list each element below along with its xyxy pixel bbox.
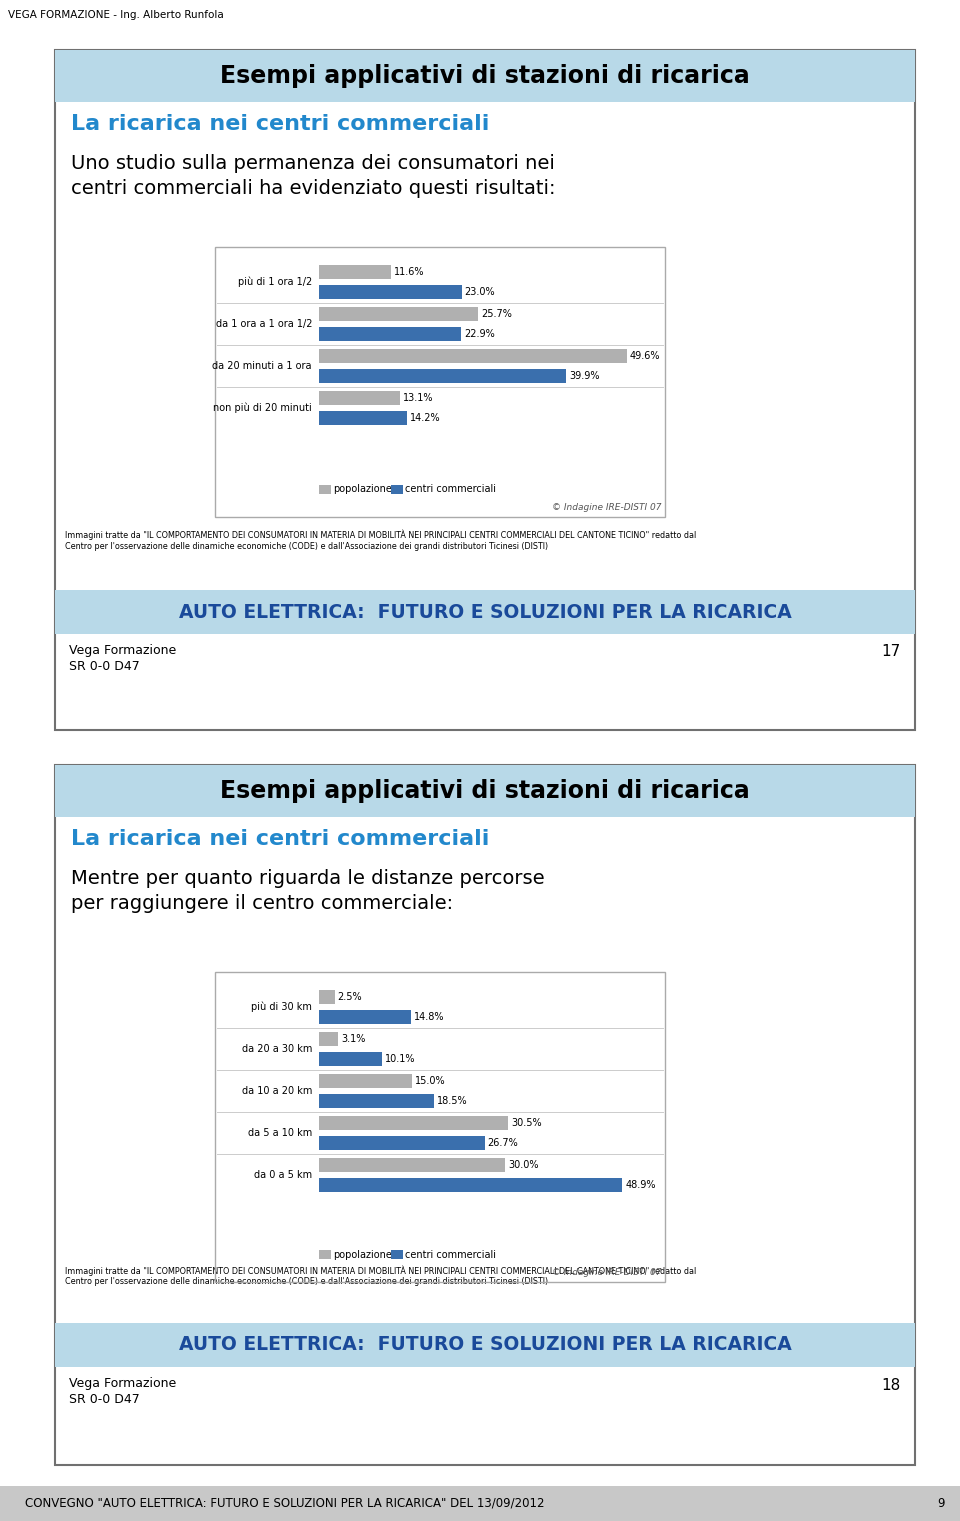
Bar — [55, 50, 915, 730]
Text: 22.9%: 22.9% — [464, 329, 494, 339]
Text: 23.0%: 23.0% — [465, 287, 495, 297]
Text: da 5 a 10 km: da 5 a 10 km — [248, 1129, 312, 1138]
Bar — [319, 327, 461, 341]
Text: 25.7%: 25.7% — [481, 309, 513, 319]
Bar — [319, 284, 462, 300]
Bar — [319, 1010, 411, 1024]
Text: 11.6%: 11.6% — [394, 268, 424, 277]
Text: 15.0%: 15.0% — [415, 1075, 445, 1086]
Text: 18: 18 — [881, 1378, 901, 1393]
Text: 9: 9 — [938, 1497, 945, 1510]
Text: più di 1 ora 1/2: più di 1 ora 1/2 — [238, 277, 312, 287]
Bar — [55, 50, 915, 102]
Text: popolazione: popolazione — [333, 1249, 392, 1259]
Bar — [319, 485, 331, 494]
Text: Uno studio sulla permanenza dei consumatori nei
centri commerciali ha evidenziat: Uno studio sulla permanenza dei consumat… — [71, 154, 556, 198]
Text: Esempi applicativi di stazioni di ricarica: Esempi applicativi di stazioni di ricari… — [220, 779, 750, 803]
Bar — [391, 485, 403, 494]
Text: Vega Formazione: Vega Formazione — [69, 643, 177, 657]
Text: 17: 17 — [881, 645, 901, 660]
Bar — [319, 1250, 331, 1259]
Bar — [215, 972, 665, 1282]
Text: SR 0-0 D47: SR 0-0 D47 — [69, 1393, 140, 1405]
Text: Vega Formazione: Vega Formazione — [69, 1377, 177, 1390]
Bar — [391, 1250, 403, 1259]
Text: 30.5%: 30.5% — [511, 1118, 541, 1129]
Text: AUTO ELETTRICA:  FUTURO E SOLUZIONI PER LA RICARICA: AUTO ELETTRICA: FUTURO E SOLUZIONI PER L… — [179, 602, 791, 622]
Text: Immagini tratte da "IL COMPORTAMENTO DEI CONSUMATORI IN MATERIA DI MOBILITÀ NEI : Immagini tratte da "IL COMPORTAMENTO DEI… — [65, 529, 696, 551]
Text: SR 0-0 D47: SR 0-0 D47 — [69, 660, 140, 672]
Bar — [55, 1323, 915, 1367]
Text: Esempi applicativi di stazioni di ricarica: Esempi applicativi di stazioni di ricari… — [220, 64, 750, 88]
Bar — [319, 1157, 505, 1173]
Text: 14.2%: 14.2% — [410, 414, 441, 423]
Bar — [55, 765, 915, 1465]
Bar — [319, 1033, 338, 1046]
Text: La ricarica nei centri commerciali: La ricarica nei centri commerciali — [71, 114, 490, 134]
Text: 13.1%: 13.1% — [403, 392, 434, 403]
Bar — [55, 765, 915, 1465]
Bar — [55, 50, 915, 730]
Text: non più di 20 minuti: non più di 20 minuti — [213, 403, 312, 414]
Text: da 1 ora a 1 ora 1/2: da 1 ora a 1 ora 1/2 — [215, 319, 312, 329]
Bar — [0, 1486, 960, 1521]
Bar — [319, 1094, 434, 1107]
Text: 14.8%: 14.8% — [414, 1011, 444, 1022]
Text: CONVEGNO "AUTO ELETTRICA: FUTURO E SOLUZIONI PER LA RICARICA" DEL 13/09/2012: CONVEGNO "AUTO ELETTRICA: FUTURO E SOLUZ… — [25, 1497, 544, 1510]
Text: centri commerciali: centri commerciali — [405, 1249, 496, 1259]
Text: 39.9%: 39.9% — [569, 371, 600, 380]
Text: 48.9%: 48.9% — [625, 1180, 656, 1189]
Text: Mentre per quanto riguarda le distanze percorse
per raggiungere il centro commer: Mentre per quanto riguarda le distanze p… — [71, 868, 544, 913]
Text: VEGA FORMAZIONE - Ing. Alberto Runfola: VEGA FORMAZIONE - Ing. Alberto Runfola — [8, 11, 224, 20]
Bar — [215, 972, 665, 1282]
Text: popolazione: popolazione — [333, 485, 392, 494]
Text: La ricarica nei centri commerciali: La ricarica nei centri commerciali — [71, 829, 490, 849]
Text: più di 30 km: più di 30 km — [252, 1002, 312, 1013]
Bar — [319, 1053, 382, 1066]
Text: da 20 minuti a 1 ora: da 20 minuti a 1 ora — [212, 360, 312, 371]
Bar — [55, 590, 915, 634]
Text: 49.6%: 49.6% — [630, 351, 660, 360]
Text: da 10 a 20 km: da 10 a 20 km — [242, 1086, 312, 1097]
Text: 26.7%: 26.7% — [488, 1138, 518, 1148]
Bar — [319, 370, 566, 383]
Bar — [319, 1136, 485, 1150]
Text: 30.0%: 30.0% — [508, 1161, 539, 1170]
Bar — [55, 765, 915, 817]
Bar — [319, 265, 391, 278]
Bar — [319, 1177, 622, 1192]
Text: © Indagine IRE-DISTI 07: © Indagine IRE-DISTI 07 — [551, 1269, 661, 1278]
Text: da 0 a 5 km: da 0 a 5 km — [253, 1170, 312, 1180]
Text: 18.5%: 18.5% — [437, 1097, 468, 1106]
Text: da 20 a 30 km: da 20 a 30 km — [242, 1043, 312, 1054]
Bar — [319, 1074, 412, 1088]
Text: 2.5%: 2.5% — [338, 992, 362, 1002]
Bar — [319, 990, 334, 1004]
Bar — [215, 246, 665, 517]
Text: 10.1%: 10.1% — [385, 1054, 415, 1065]
Bar — [215, 246, 665, 517]
Text: AUTO ELETTRICA:  FUTURO E SOLUZIONI PER LA RICARICA: AUTO ELETTRICA: FUTURO E SOLUZIONI PER L… — [179, 1335, 791, 1355]
Text: © Indagine IRE-DISTI 07: © Indagine IRE-DISTI 07 — [551, 503, 661, 513]
Bar — [319, 391, 400, 405]
Bar — [319, 1116, 508, 1130]
Bar — [319, 348, 627, 364]
Bar — [319, 307, 478, 321]
Text: 3.1%: 3.1% — [341, 1034, 366, 1043]
Bar — [319, 411, 407, 424]
Text: Immagini tratte da "IL COMPORTAMENTO DEI CONSUMATORI IN MATERIA DI MOBILITÀ NEI : Immagini tratte da "IL COMPORTAMENTO DEI… — [65, 1265, 696, 1285]
Text: centri commerciali: centri commerciali — [405, 485, 496, 494]
